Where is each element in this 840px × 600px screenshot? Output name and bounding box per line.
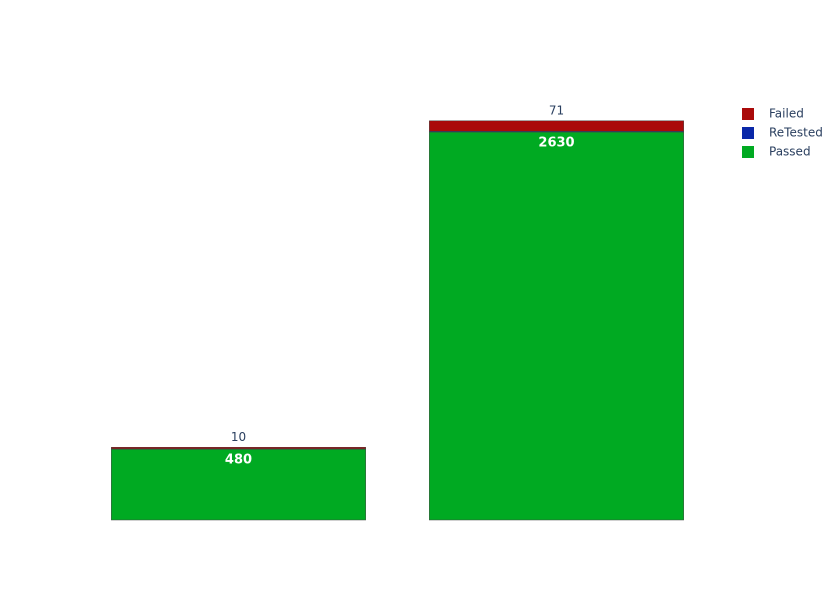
- bar-label: 480: [225, 453, 252, 468]
- legend-swatch: [742, 127, 754, 139]
- legend-swatch: [742, 146, 754, 158]
- bar-label: 71: [549, 103, 564, 117]
- bar-segment: [429, 131, 684, 521]
- bar-label: 10: [231, 430, 246, 444]
- bar-segment: [429, 120, 684, 132]
- bar-segment: [111, 447, 366, 449]
- legend-label: Passed: [769, 145, 811, 159]
- bar-label: 2630: [538, 136, 574, 151]
- legend-label: Failed: [769, 107, 804, 121]
- legend-swatch: [742, 108, 754, 120]
- legend-label: ReTested: [769, 126, 823, 140]
- bar-segment: [111, 448, 366, 521]
